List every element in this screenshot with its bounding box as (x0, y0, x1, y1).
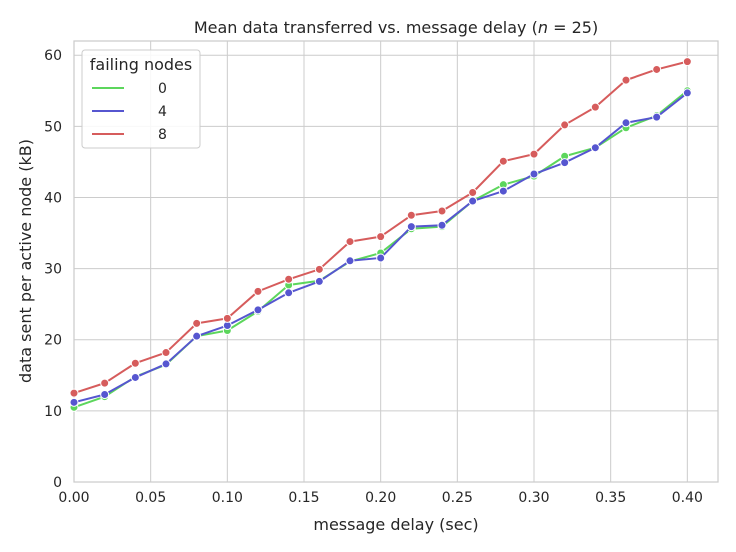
data-point (192, 331, 202, 341)
legend-entry: 0 (92, 81, 167, 97)
legend-label: 0 (158, 81, 167, 97)
data-point (284, 274, 294, 284)
x-tick-label: 0.40 (672, 490, 703, 506)
data-point (130, 358, 140, 368)
data-point (652, 64, 662, 74)
plot-frame (73, 40, 719, 483)
data-point (100, 390, 110, 400)
data-point (345, 237, 355, 247)
legend: failing nodes 0 4 8 (81, 49, 201, 149)
data-point (621, 118, 631, 128)
data-point (529, 169, 539, 179)
data-point (69, 397, 79, 407)
data-point (468, 188, 478, 198)
x-axis-label: message delay (sec) (313, 515, 478, 534)
data-point (498, 186, 508, 196)
data-point (529, 149, 539, 159)
y-tick-label: 30 (44, 262, 62, 278)
data-point (468, 196, 478, 206)
data-point (253, 305, 263, 315)
x-tick-label: 0.05 (135, 490, 166, 506)
data-point (621, 75, 631, 85)
x-tick-labels: 0.00 0.05 0.10 0.15 0.20 0.25 0.30 0.35 0.40 (58, 490, 703, 506)
x-tick-label: 0.10 (212, 490, 243, 506)
x-tick-label: 0.25 (442, 490, 473, 506)
x-tick-label: 0.35 (595, 490, 626, 506)
data-point (376, 232, 386, 242)
data-point (192, 318, 202, 328)
data-point (590, 143, 600, 153)
legend-label: 8 (158, 127, 167, 143)
data-point (130, 372, 140, 382)
x-tick-label: 0.30 (518, 490, 549, 506)
y-tick-labels: 0 10 20 30 40 50 60 (44, 48, 62, 491)
legend-entry: 8 (92, 127, 167, 143)
data-point (590, 102, 600, 112)
data-point (682, 88, 692, 98)
data-point (345, 256, 355, 266)
data-point (437, 206, 447, 216)
data-point (161, 359, 171, 369)
data-point (406, 222, 416, 232)
data-point (253, 286, 263, 296)
x-tick-label: 0.20 (365, 490, 396, 506)
legend-title: failing nodes (90, 55, 192, 74)
data-point (682, 57, 692, 67)
data-point (284, 288, 294, 298)
data-point (161, 348, 171, 358)
x-tick-label: 0.00 (58, 490, 89, 506)
series (69, 57, 692, 412)
series-8 (69, 57, 692, 398)
data-point (222, 313, 232, 323)
data-point (406, 210, 416, 220)
y-tick-label: 20 (44, 333, 62, 349)
data-point (560, 120, 570, 130)
legend-label: 4 (158, 104, 167, 120)
data-point (376, 253, 386, 263)
y-tick-label: 60 (44, 48, 62, 64)
x-tick-label: 0.15 (288, 490, 319, 506)
legend-entries: 0 4 8 (92, 81, 167, 143)
data-point (498, 156, 508, 166)
data-point (560, 158, 570, 168)
data-point (314, 276, 324, 286)
series-4 (69, 88, 692, 407)
chart-title: Mean data transferred vs. message delay … (194, 18, 598, 37)
data-point (652, 112, 662, 122)
legend-entry: 4 (92, 104, 167, 120)
legend-box (81, 49, 201, 149)
y-tick-label: 10 (44, 404, 62, 420)
data-point (314, 264, 324, 274)
y-tick-label: 0 (53, 475, 62, 491)
data-point (100, 378, 110, 388)
y-axis-label: data sent per active node (kB) (16, 139, 35, 383)
data-point (69, 388, 79, 398)
y-tick-label: 40 (44, 190, 62, 206)
y-tick-label: 50 (44, 119, 62, 135)
data-point (437, 220, 447, 230)
